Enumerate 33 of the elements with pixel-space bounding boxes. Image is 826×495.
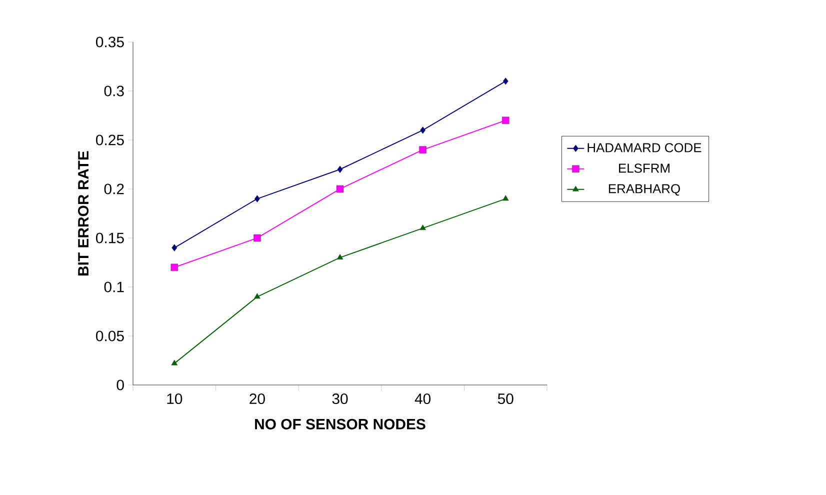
- legend-label: HADAMARD CODE: [588, 143, 702, 152]
- point: [337, 166, 343, 174]
- x-tick-label: 50: [498, 393, 514, 404]
- point: [171, 360, 178, 366]
- x-tick-label: 20: [250, 393, 265, 404]
- point: [254, 234, 261, 242]
- x-tick-label: 10: [167, 393, 182, 404]
- point: [502, 78, 508, 85]
- y-tick-label: 0.15: [96, 232, 124, 244]
- point: [254, 195, 260, 202]
- text: ELSFRM: [619, 164, 670, 173]
- point: [419, 146, 426, 154]
- y-tick-label: 0.1: [104, 282, 124, 292]
- x-axis-title: NO OF SENSOR NODES: [255, 418, 426, 430]
- point: [254, 293, 260, 299]
- y-tick-label: 0.35: [96, 36, 124, 48]
- x-tick-label: 40: [414, 393, 431, 404]
- y-tick-label: 0.3: [104, 86, 124, 96]
- y-tick-label: 0: [116, 380, 124, 390]
- x-tick-label: 30: [332, 393, 348, 404]
- point: [336, 185, 344, 193]
- point: [172, 244, 178, 252]
- y-tick-label: 0.2: [104, 184, 124, 194]
- point: [170, 264, 178, 272]
- y-tick-label: 0.05: [96, 330, 124, 342]
- point: [502, 116, 510, 124]
- point: [336, 254, 344, 260]
- legend-label: ERABHARQ: [608, 184, 680, 196]
- point: [502, 195, 509, 201]
- y-axis-title: BIT ERROR RATE: [78, 151, 89, 276]
- y-tick-label: 0.25: [96, 134, 124, 146]
- point: [420, 126, 426, 134]
- point: [420, 224, 426, 230]
